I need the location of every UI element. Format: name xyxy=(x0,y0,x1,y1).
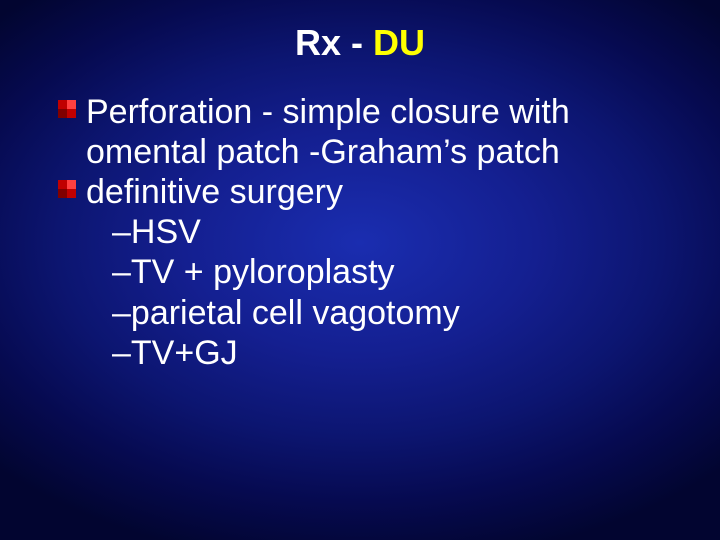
bullet-quadrant xyxy=(67,100,76,109)
bullet-quadrant xyxy=(67,189,76,198)
sub-item-text: –TV+GJ xyxy=(112,334,238,372)
title-part-rx: Rx - xyxy=(295,22,373,63)
slide: Rx - DU Perforation - simple closure wit… xyxy=(0,0,720,540)
sub-item-text: –parietal cell vagotomy xyxy=(112,294,460,332)
sub-item: –HSV xyxy=(86,212,680,252)
slide-content: Perforation - simple closure with omenta… xyxy=(0,64,720,373)
bullet-text: definitive surgery xyxy=(86,173,343,211)
sub-item-text: –TV + pyloroplasty xyxy=(112,253,395,291)
sub-item: –TV+GJ xyxy=(86,333,680,373)
sub-item-text: –HSV xyxy=(112,213,201,251)
bullet-square-icon xyxy=(58,100,76,118)
bullet-item: Perforation - simple closure with omenta… xyxy=(86,92,680,172)
bullet-quadrant xyxy=(58,189,67,198)
bullet-quadrant xyxy=(58,100,67,109)
sub-item: –TV + pyloroplasty xyxy=(86,252,680,292)
bullet-quadrant xyxy=(67,109,76,118)
sub-item: –parietal cell vagotomy xyxy=(86,293,680,333)
bullet-quadrant xyxy=(58,109,67,118)
slide-title: Rx - DU xyxy=(0,0,720,64)
title-part-du: DU xyxy=(373,22,425,63)
bullet-quadrant xyxy=(58,180,67,189)
bullet-quadrant xyxy=(67,180,76,189)
bullet-square-icon xyxy=(58,180,76,198)
bullet-item: definitive surgery xyxy=(86,172,680,212)
bullet-text: Perforation - simple closure with omenta… xyxy=(86,93,570,171)
